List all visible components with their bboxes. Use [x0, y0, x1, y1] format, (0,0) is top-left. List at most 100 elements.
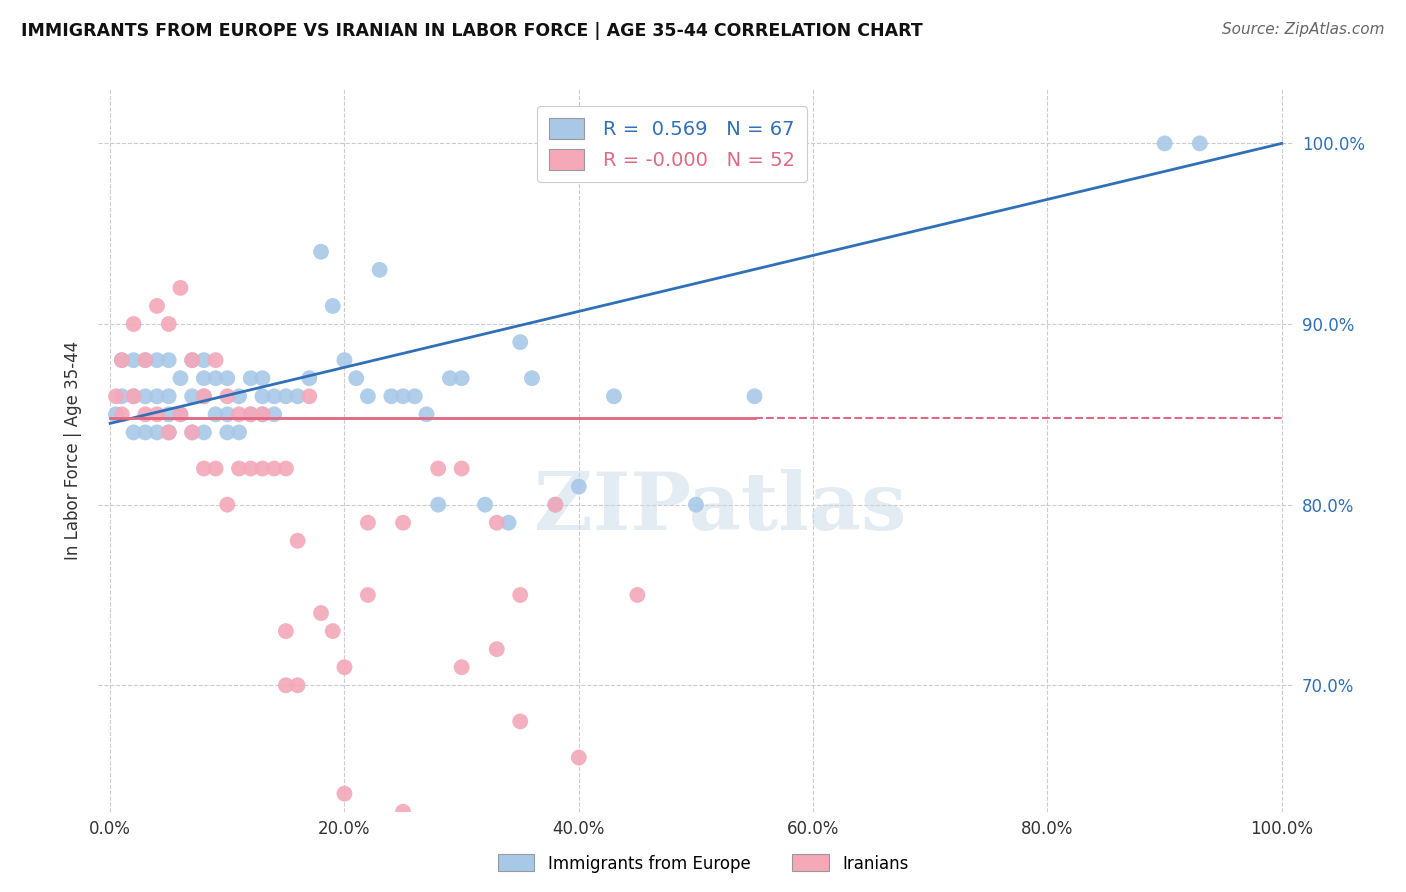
Point	[193, 461, 215, 475]
Point	[450, 660, 472, 674]
Point	[204, 461, 226, 475]
Point	[568, 480, 591, 494]
Point	[309, 244, 332, 259]
Point	[263, 389, 285, 403]
Point	[204, 371, 226, 385]
Point	[252, 461, 274, 475]
Point	[146, 353, 169, 368]
Point	[217, 498, 239, 512]
Point	[105, 389, 128, 403]
Point	[134, 407, 156, 422]
Point	[252, 407, 274, 422]
Point	[181, 425, 204, 440]
Point	[333, 353, 356, 368]
Point	[239, 407, 262, 422]
Point	[1153, 136, 1175, 151]
Point	[603, 389, 626, 403]
Text: IMMIGRANTS FROM EUROPE VS IRANIAN IN LABOR FORCE | AGE 35-44 CORRELATION CHART: IMMIGRANTS FROM EUROPE VS IRANIAN IN LAB…	[21, 22, 922, 40]
Point	[157, 317, 180, 331]
Point	[392, 516, 415, 530]
Legend: Immigrants from Europe, Iranians: Immigrants from Europe, Iranians	[491, 847, 915, 880]
Point	[322, 299, 344, 313]
Point	[509, 714, 531, 729]
Point	[263, 407, 285, 422]
Point	[134, 389, 156, 403]
Point	[228, 407, 250, 422]
Point	[217, 389, 239, 403]
Point	[122, 389, 145, 403]
Point	[404, 389, 426, 403]
Point	[122, 389, 145, 403]
Point	[357, 516, 380, 530]
Point	[474, 498, 496, 512]
Point	[169, 281, 191, 295]
Point	[450, 371, 472, 385]
Point	[626, 588, 648, 602]
Point	[111, 389, 134, 403]
Point	[181, 353, 204, 368]
Point	[157, 389, 180, 403]
Point	[157, 407, 180, 422]
Point	[193, 389, 215, 403]
Point	[357, 588, 380, 602]
Point	[287, 678, 309, 692]
Point	[146, 299, 169, 313]
Point	[228, 461, 250, 475]
Point	[287, 389, 309, 403]
Point	[298, 371, 321, 385]
Point	[427, 498, 450, 512]
Point	[134, 425, 156, 440]
Point	[274, 624, 297, 639]
Point	[252, 389, 274, 403]
Point	[239, 407, 262, 422]
Point	[105, 407, 128, 422]
Point	[134, 353, 156, 368]
Point	[274, 389, 297, 403]
Point	[239, 461, 262, 475]
Point	[520, 371, 543, 385]
Point	[228, 389, 250, 403]
Point	[357, 389, 380, 403]
Point	[333, 660, 356, 674]
Point	[146, 389, 169, 403]
Point	[498, 516, 520, 530]
Point	[122, 425, 145, 440]
Point	[415, 407, 437, 422]
Point	[380, 389, 402, 403]
Point	[181, 353, 204, 368]
Point	[392, 389, 415, 403]
Point	[169, 371, 191, 385]
Legend: R =  0.569   N = 67, R = -0.000   N = 52: R = 0.569 N = 67, R = -0.000 N = 52	[537, 106, 807, 182]
Point	[450, 461, 472, 475]
Point	[263, 461, 285, 475]
Point	[485, 516, 508, 530]
Point	[122, 317, 145, 331]
Point	[146, 425, 169, 440]
Point	[239, 371, 262, 385]
Point	[181, 389, 204, 403]
Text: Source: ZipAtlas.com: Source: ZipAtlas.com	[1222, 22, 1385, 37]
Point	[228, 425, 250, 440]
Point	[685, 498, 707, 512]
Point	[157, 425, 180, 440]
Point	[568, 750, 591, 764]
Point	[217, 425, 239, 440]
Point	[544, 498, 567, 512]
Point	[626, 136, 648, 151]
Point	[193, 389, 215, 403]
Point	[368, 263, 391, 277]
Point	[169, 407, 191, 422]
Point	[111, 353, 134, 368]
Point	[274, 678, 297, 692]
Point	[333, 787, 356, 801]
Point	[193, 425, 215, 440]
Point	[252, 407, 274, 422]
Point	[181, 425, 204, 440]
Point	[111, 353, 134, 368]
Point	[204, 407, 226, 422]
Point	[217, 371, 239, 385]
Point	[193, 353, 215, 368]
Point	[274, 461, 297, 475]
Point	[111, 407, 134, 422]
Point	[309, 606, 332, 620]
